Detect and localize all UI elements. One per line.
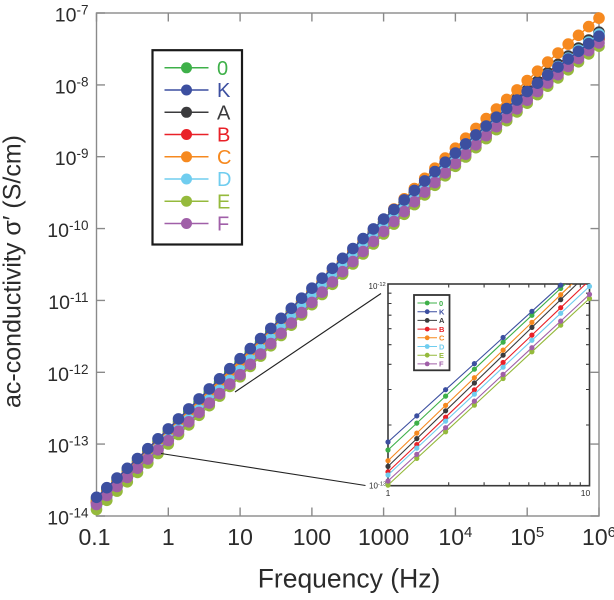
svg-text:A: A xyxy=(439,316,445,325)
svg-text:B: B xyxy=(217,125,230,147)
svg-text:10: 10 xyxy=(581,488,591,498)
svg-text:10: 10 xyxy=(227,524,253,550)
svg-text:F: F xyxy=(439,360,444,369)
svg-text:10-12: 10-12 xyxy=(369,282,386,291)
svg-text:C: C xyxy=(217,147,231,169)
svg-text:0.1: 0.1 xyxy=(79,524,111,550)
svg-text:Frequency (Hz): Frequency (Hz) xyxy=(258,564,441,594)
svg-text:10-11: 10-11 xyxy=(48,290,88,314)
svg-text:F: F xyxy=(217,214,229,236)
svg-text:10-14: 10-14 xyxy=(47,506,89,530)
svg-text:1: 1 xyxy=(386,488,391,498)
svg-text:K: K xyxy=(439,308,445,317)
svg-text:C: C xyxy=(439,334,445,343)
svg-text:A: A xyxy=(217,103,231,125)
svg-text:D: D xyxy=(439,342,445,351)
svg-text:E: E xyxy=(439,351,444,360)
svg-text:B: B xyxy=(439,325,445,334)
svg-text:E: E xyxy=(217,191,230,213)
svg-text:K: K xyxy=(217,80,231,102)
svg-text:D: D xyxy=(217,169,231,191)
svg-text:1000: 1000 xyxy=(358,524,409,550)
svg-text:1: 1 xyxy=(162,524,175,550)
svg-text:10-13: 10-13 xyxy=(47,434,88,458)
svg-text:0: 0 xyxy=(217,58,228,80)
svg-text:ac-conductivity σ′ (S/cm): ac-conductivity σ′ (S/cm) xyxy=(0,135,27,408)
svg-text:0: 0 xyxy=(439,299,443,308)
svg-text:10-7: 10-7 xyxy=(55,3,89,27)
svg-text:100: 100 xyxy=(293,524,331,550)
svg-text:10-13: 10-13 xyxy=(369,481,386,490)
